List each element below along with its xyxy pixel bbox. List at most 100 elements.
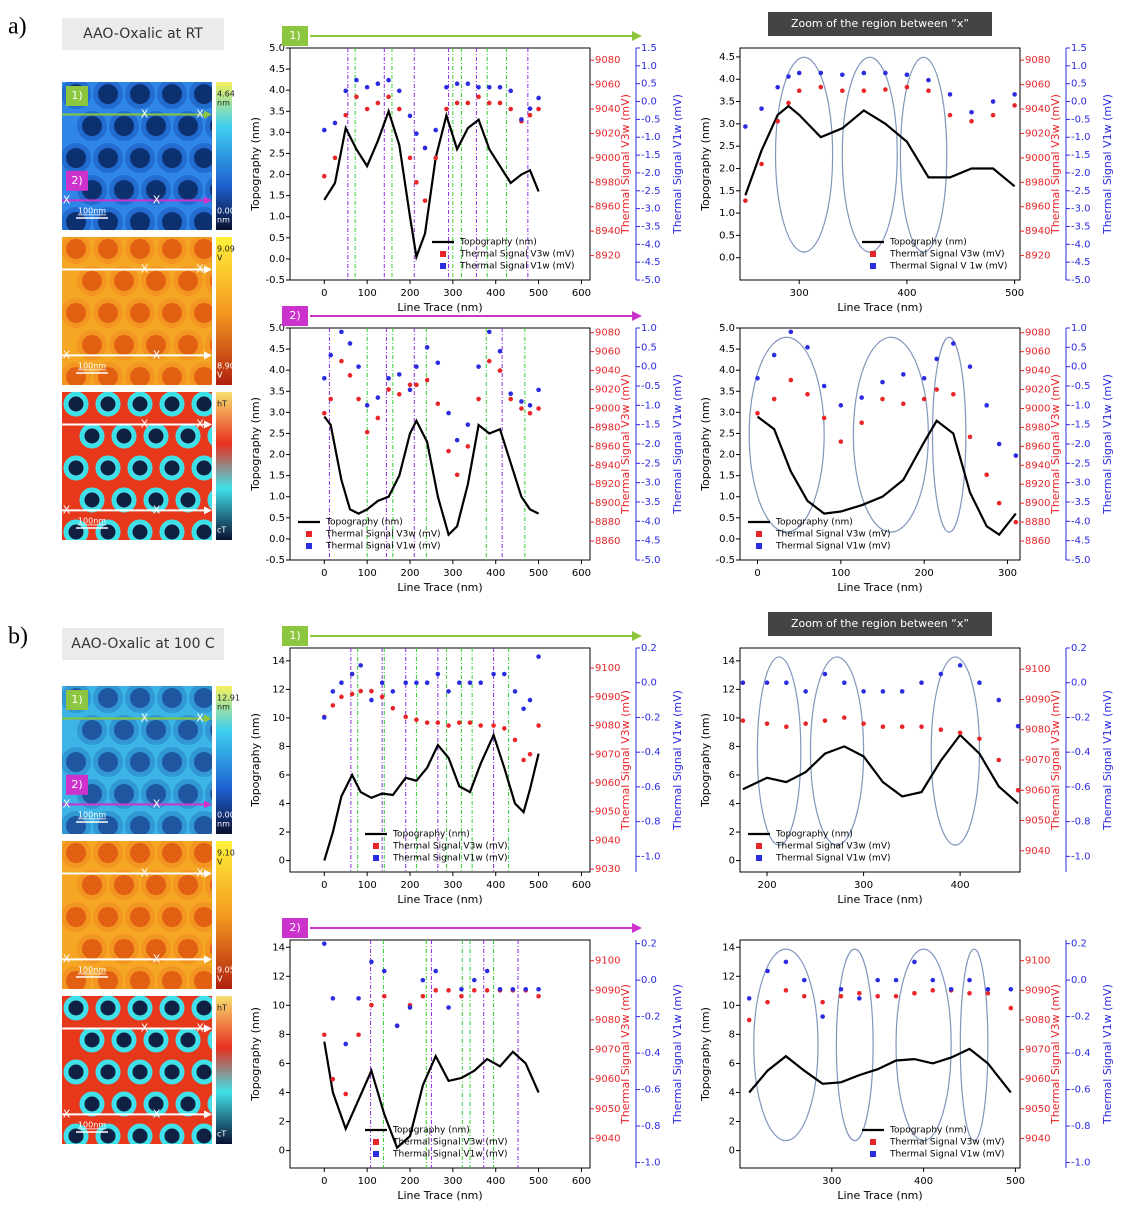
y3-tick-label: 1.0 <box>641 61 657 72</box>
y3-tick-label: 0.5 <box>1071 79 1087 90</box>
pore <box>79 423 105 449</box>
y3-tick-label: -3.5 <box>641 497 661 508</box>
x-axis-title: Line Trace (nm) <box>837 893 922 906</box>
trace-arrow-head <box>632 631 642 641</box>
sample-title: AAO-Oxalic at 100 C <box>71 636 215 652</box>
x-marker: X <box>141 867 149 880</box>
signal-dot <box>921 396 927 402</box>
x-tick-label: 500 <box>529 880 548 891</box>
y2-tick-label: 8880 <box>1025 517 1050 528</box>
y2-tick-label: 9100 <box>1025 956 1050 967</box>
y2-tick-label: 8980 <box>1025 422 1050 433</box>
topography-line <box>323 1041 540 1150</box>
highlight-ellipse <box>930 656 981 846</box>
signal-dot <box>527 403 533 408</box>
highlight-ellipse <box>895 948 952 1142</box>
pore <box>114 116 134 136</box>
y3-tick-label: -0.8 <box>641 817 661 828</box>
y-tick-label: 2.5 <box>269 428 285 439</box>
signal-dot <box>921 375 927 381</box>
plot-area <box>321 940 541 1168</box>
y2-tick-label: 8900 <box>595 498 620 509</box>
signal-dot <box>356 364 361 369</box>
y-tick-label: 3.5 <box>719 386 735 397</box>
x-tick-label: 300 <box>822 1176 841 1187</box>
pore-halo <box>205 113 212 139</box>
pore <box>66 907 86 927</box>
colorbar-bottom: 0.00 <box>217 207 235 216</box>
signal-dot <box>527 751 533 757</box>
signal-dot <box>356 996 361 1001</box>
y2-tick-label: 9060 <box>595 347 620 358</box>
signal-dot <box>476 94 481 100</box>
trace-badge <box>66 774 88 795</box>
trace-arrow-head <box>632 923 642 933</box>
y2-tick-label: 9020 <box>595 128 620 139</box>
signal-dot <box>381 993 387 999</box>
colorbar <box>216 237 232 385</box>
y2-axis-title: Thermal Signal V3w (mV) <box>1049 690 1062 831</box>
signal-dot <box>984 472 989 478</box>
y3-tick-label: -4.0 <box>1071 239 1091 250</box>
colorbar-bottom: V <box>217 975 223 984</box>
signal-dot <box>969 118 974 124</box>
y3-tick-label: 1.5 <box>1071 43 1087 54</box>
pore <box>63 392 89 417</box>
signal-dot <box>786 74 791 79</box>
signal-dot <box>967 434 973 440</box>
pore <box>210 788 212 800</box>
signal-dot <box>491 723 496 728</box>
y3-tick-label: -2.0 <box>641 439 661 450</box>
pore <box>146 784 166 804</box>
signal-dot <box>330 1076 336 1082</box>
pore-halo <box>205 177 212 203</box>
plot-area <box>743 56 1017 253</box>
signal-dot <box>743 124 748 129</box>
signal-dot <box>349 691 355 697</box>
x-axis-title: Line Trace (nm) <box>397 893 482 906</box>
signal-dot <box>947 112 953 118</box>
signal-dot <box>446 988 451 993</box>
signal-dot <box>465 100 471 106</box>
signal-dot <box>901 372 906 377</box>
signal-dot <box>330 703 336 708</box>
x-tick-label: 300 <box>998 568 1017 579</box>
y2-tick-label: 8940 <box>1025 226 1050 237</box>
signal-dot <box>984 403 989 408</box>
pore <box>82 116 102 136</box>
legend-label: Thermal Signal V1w (mV) <box>325 542 440 552</box>
signal-dot <box>467 680 473 686</box>
x-marker: X <box>196 108 204 121</box>
y2-tick-label: 9080 <box>595 55 620 66</box>
colorbar-bottom: nm <box>217 820 230 829</box>
trace-arrow-head <box>632 311 642 321</box>
signal-dot <box>364 84 370 90</box>
pore <box>130 212 150 230</box>
pore <box>63 996 89 1021</box>
signal-dot <box>519 406 524 411</box>
signal-dot <box>501 726 507 731</box>
signal-dot <box>947 92 953 97</box>
signal-dot <box>354 77 359 83</box>
pore <box>162 843 182 863</box>
y-axis-title: Topography (nm) <box>249 1007 262 1102</box>
y-tick-label: 3.0 <box>269 127 285 138</box>
y3-axis-title: Thermal Signal V1w (mV) <box>671 690 684 831</box>
y3-tick-label: -3.5 <box>1071 497 1091 508</box>
x-marker: X <box>63 193 71 206</box>
highlight-ellipse <box>753 948 819 1142</box>
scan-arrow <box>204 110 212 119</box>
signal-dot <box>354 94 359 100</box>
legend-label: Thermal Signal V3w (mV) <box>889 1138 1004 1148</box>
x-tick-label: 100 <box>831 568 850 579</box>
y2-tick-label: 9040 <box>595 104 620 115</box>
panel-label: b) <box>8 624 28 650</box>
y3-tick-label: -3.5 <box>1071 221 1091 232</box>
y-tick-label: 3.5 <box>269 106 285 117</box>
y2-tick-label: 9090 <box>1025 694 1050 705</box>
y3-tick-label: 0.5 <box>641 342 657 353</box>
legend-label: Thermal Signal V1w (mV) <box>392 854 507 864</box>
y3-tick-label: -1.0 <box>641 132 661 143</box>
plot-frame <box>289 47 591 281</box>
legend-label: Thermal Signal V3w (mV) <box>392 842 507 852</box>
